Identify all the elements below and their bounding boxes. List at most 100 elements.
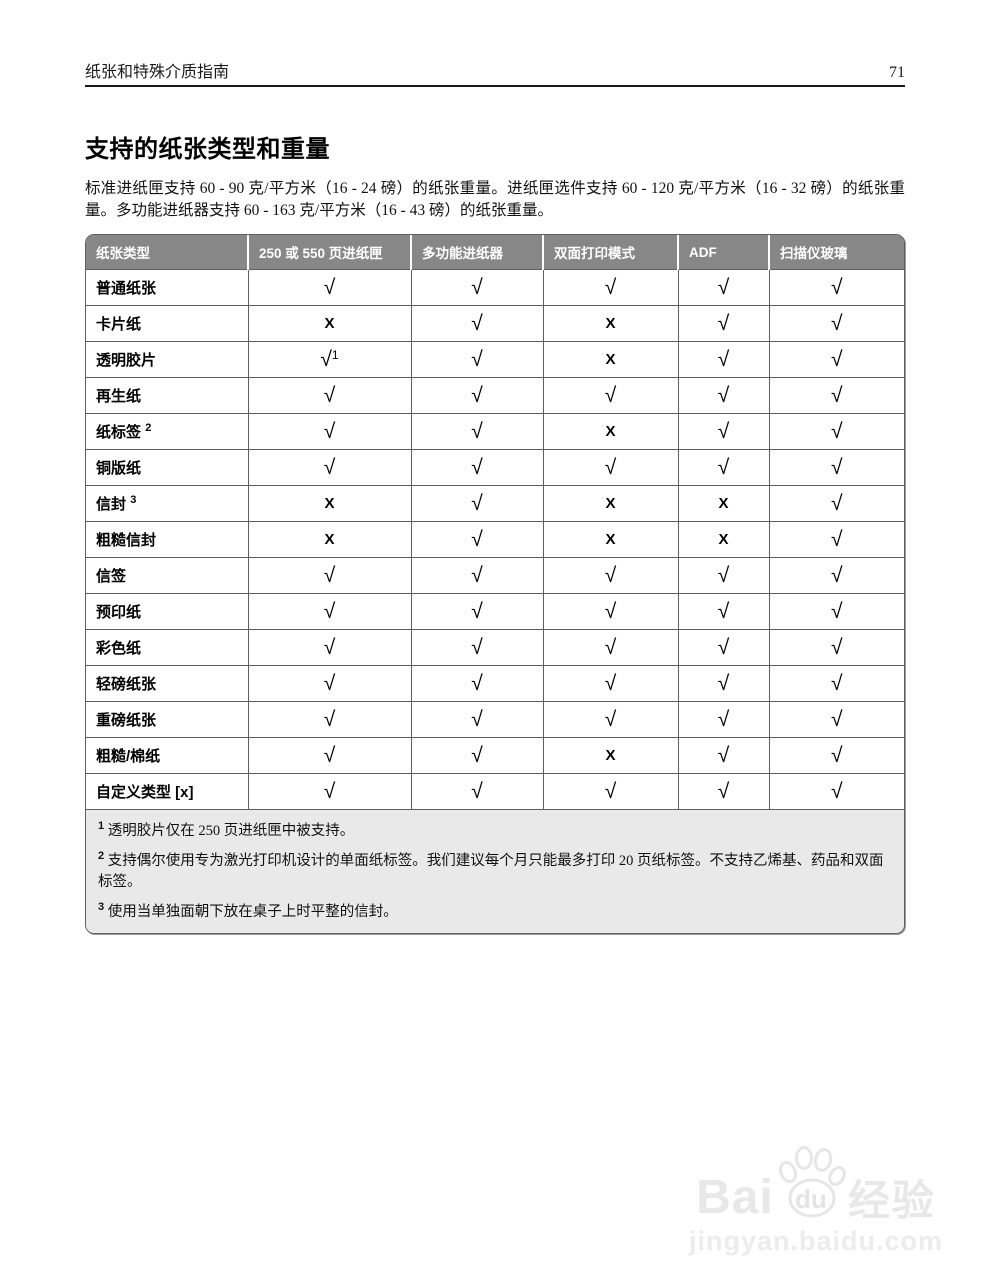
paper-type-cell: 普通纸张	[86, 269, 248, 306]
not-supported-mark: X	[677, 521, 769, 558]
not-supported-mark: X	[542, 305, 678, 342]
footnote-1-text: 透明胶片仅在 250 页进纸匣中被支持。	[107, 822, 355, 839]
supported-mark: √	[677, 773, 769, 810]
not-supported-mark: X	[542, 485, 678, 522]
supported-mark: √	[542, 701, 678, 738]
paper-type-cell: 粗糙/棉纸	[86, 737, 248, 774]
page-number: 71	[889, 64, 905, 81]
supported-mark: √	[542, 629, 678, 666]
supported-mark: √	[768, 449, 904, 486]
supported-mark: √	[677, 737, 769, 774]
section-title: 支持的纸张类型和重量	[85, 136, 330, 163]
supported-mark: √	[768, 485, 904, 522]
supported-mark: √	[410, 665, 543, 702]
supported-mark: √	[247, 665, 411, 702]
table-row: 粗糙/棉纸 √ √ X √ √	[86, 737, 904, 774]
table-row: 纸标签 2 √ √ X √ √	[86, 413, 904, 450]
not-supported-mark: X	[542, 413, 678, 450]
table-row: 彩色纸 √ √ √ √ √	[86, 629, 904, 666]
supported-mark: √	[247, 701, 411, 738]
table-row: 预印纸 √ √ √ √ √	[86, 593, 904, 630]
watermark-du-text: du	[794, 1184, 827, 1214]
supported-mark: √	[410, 377, 543, 414]
table-row: 透明胶片 √1 √ X √ √	[86, 341, 904, 378]
table-body: 普通纸张 √ √ √ √ √ 卡片纸 X √ X √ √ 透明胶片 √1 √ X √ √ 再生纸 √ √ √ √ √ 纸标签 2…	[86, 269, 904, 810]
supported-mark: √	[410, 629, 543, 666]
document-page: 纸张和特殊介质指南 71 支持的纸张类型和重量 标准进纸匣支持 60 - 90 …	[85, 0, 905, 934]
baidu-jingyan-watermark: Bai du 经验 jingyan.baidu.com	[671, 1146, 961, 1257]
supported-mark: √	[542, 557, 678, 594]
supported-mark: √	[768, 269, 904, 306]
watermark-du-group: du	[774, 1146, 848, 1222]
supported-mark: √	[768, 305, 904, 342]
table-footnotes: 1 透明胶片仅在 250 页进纸匣中被支持。 2 支持偶尔使用专为激光打印机设计…	[86, 808, 904, 933]
supported-mark: √	[542, 593, 678, 630]
table-row: 铜版纸 √ √ √ √ √	[86, 449, 904, 486]
supported-mark: √	[768, 593, 904, 630]
supported-mark: √	[768, 665, 904, 702]
column-header-duplex-mode: 双面打印模式	[543, 235, 679, 270]
paper-type-cell: 彩色纸	[86, 629, 248, 666]
supported-mark: √	[768, 521, 904, 558]
paper-type-cell: 粗糙信封	[86, 521, 248, 558]
supported-mark: √	[542, 377, 678, 414]
supported-mark: √	[410, 449, 543, 486]
supported-mark: √	[677, 269, 769, 306]
supported-mark: √	[768, 377, 904, 414]
supported-mark: √	[410, 413, 543, 450]
footnote-1: 1 透明胶片仅在 250 页进纸匣中被支持。	[98, 819, 892, 842]
not-supported-mark: X	[542, 521, 678, 558]
running-header-title: 纸张和特殊介质指南	[85, 64, 230, 81]
supported-mark: √	[677, 701, 769, 738]
supported-mark: √	[410, 341, 543, 378]
table-row: 信封 3 X √ X X √	[86, 485, 904, 522]
table-row: 粗糙信封 X √ X X √	[86, 521, 904, 558]
footnote-3-text: 使用当单独面朝下放在桌子上时平整的信封。	[107, 903, 398, 920]
not-supported-mark: X	[542, 737, 678, 774]
paper-type-cell: 信封 3	[86, 485, 248, 522]
supported-mark: √	[677, 593, 769, 630]
supported-mark: √	[410, 773, 543, 810]
paper-type-cell: 卡片纸	[86, 305, 248, 342]
not-supported-mark: X	[542, 341, 678, 378]
supported-mark: √1	[247, 341, 411, 378]
supported-mark: √	[410, 557, 543, 594]
paper-type-cell: 重磅纸张	[86, 701, 248, 738]
supported-mark: √	[410, 269, 543, 306]
column-header-adf: ADF	[678, 235, 770, 270]
footnote-2-marker: 2	[98, 849, 105, 862]
paper-type-cell: 轻磅纸张	[86, 665, 248, 702]
paper-support-table: 纸张类型 250 或 550 页进纸匣 多功能进纸器 双面打印模式 ADF 扫描…	[86, 235, 904, 933]
not-supported-mark: X	[247, 485, 411, 522]
supported-mark: √	[410, 737, 543, 774]
supported-mark: √	[768, 701, 904, 738]
table-row: 卡片纸 X √ X √ √	[86, 305, 904, 342]
footnote-3: 3 使用当单独面朝下放在桌子上时平整的信封。	[98, 900, 892, 923]
supported-mark: √	[247, 593, 411, 630]
watermark-brand: Bai du 经验	[671, 1146, 961, 1222]
table-row: 重磅纸张 √ √ √ √ √	[86, 701, 904, 738]
supported-mark: √	[677, 413, 769, 450]
supported-mark: √	[410, 305, 543, 342]
footnote-2-text: 支持偶尔使用专为激光打印机设计的单面纸标签。我们建议每个月只能最多打印 20 页…	[98, 852, 884, 890]
supported-mark: √	[768, 413, 904, 450]
supported-mark: √	[410, 521, 543, 558]
supported-mark: √	[677, 629, 769, 666]
supported-mark: √	[677, 665, 769, 702]
paper-type-cell: 透明胶片	[86, 341, 248, 378]
footnote-1-marker: 1	[98, 820, 105, 832]
supported-mark: √	[768, 629, 904, 666]
supported-mark: √	[410, 485, 543, 522]
page-header: 纸张和特殊介质指南 71	[85, 58, 905, 87]
paper-type-cell: 纸标签 2	[86, 413, 248, 450]
watermark-bai-text: Bai	[696, 1171, 774, 1224]
footnote-3-marker: 3	[98, 900, 105, 913]
not-supported-mark: X	[677, 485, 769, 522]
paper-type-cell: 再生纸	[86, 377, 248, 414]
paper-type-cell: 信签	[86, 557, 248, 594]
supported-mark: √	[410, 701, 543, 738]
watermark-url: jingyan.baidu.com	[688, 1226, 944, 1256]
paper-types-table: 纸张类型 250 或 550 页进纸匣 多功能进纸器 双面打印模式 ADF 扫描…	[85, 234, 905, 934]
supported-mark: √	[542, 773, 678, 810]
paper-type-cell: 自定义类型 [x]	[86, 773, 248, 810]
